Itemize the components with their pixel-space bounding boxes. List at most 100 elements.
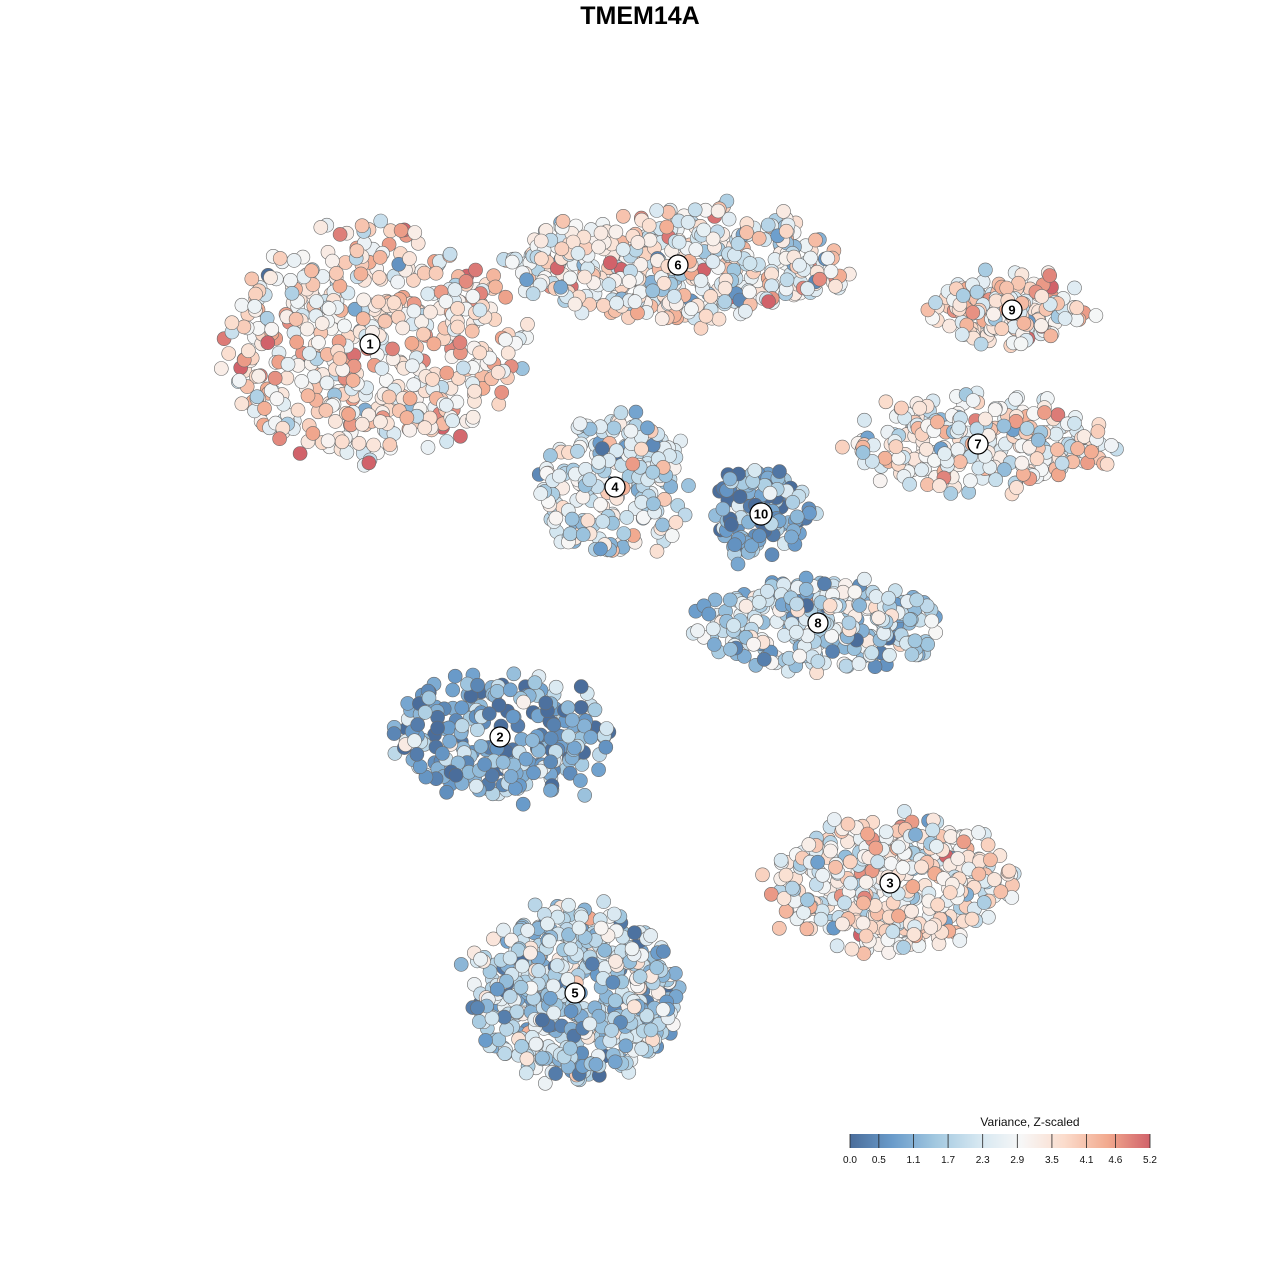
cell-point [502, 989, 518, 1004]
cell-point [705, 621, 721, 637]
cell-point [543, 448, 558, 463]
cell-point [799, 921, 815, 937]
cell-point [591, 239, 606, 255]
cell-point [606, 420, 622, 436]
cell-point [269, 391, 285, 407]
cell-point [304, 263, 319, 279]
cell-point [906, 927, 922, 942]
cell-point [608, 954, 623, 969]
cell-point [973, 336, 989, 352]
cell-point [537, 1076, 553, 1091]
cell-point [1070, 441, 1085, 456]
cell-point [649, 543, 665, 559]
cell-point [573, 700, 589, 715]
cluster-label-9: 9 [1001, 299, 1023, 321]
cell-point [986, 306, 1001, 322]
cell-point [470, 677, 485, 693]
cell-point [562, 270, 578, 286]
colorbar-tick-label: 2.9 [1010, 1155, 1024, 1166]
cell-point [871, 610, 886, 626]
cell-point [978, 411, 993, 427]
cell-point [1067, 280, 1082, 296]
cell-point [502, 950, 518, 966]
cell-point [1088, 308, 1104, 323]
cell-point [386, 726, 402, 741]
cell-point [659, 219, 675, 235]
cell-point [288, 311, 304, 327]
cell-point [705, 254, 721, 269]
cell-point [527, 897, 543, 913]
cell-point [595, 514, 611, 529]
cell-point [561, 728, 576, 744]
cell-point [561, 897, 576, 913]
cell-point [294, 374, 310, 389]
cell-point [423, 304, 438, 320]
cell-point [954, 327, 970, 342]
cell-point [302, 346, 317, 361]
chart-title: TMEM14A [580, 2, 700, 30]
cell-point [472, 302, 488, 318]
cell-point [450, 301, 465, 316]
cell-point [452, 335, 468, 350]
cell-point [224, 315, 240, 331]
cell-point [420, 440, 436, 455]
cell-point [823, 843, 838, 859]
cell-point [902, 476, 917, 492]
cell-point [1001, 863, 1017, 879]
cell-point [543, 754, 559, 770]
colorbar-title: Variance, Z-scaled [980, 1115, 1080, 1129]
cluster-label-marker [1001, 299, 1023, 321]
cell-point [983, 852, 998, 868]
cell-point [407, 733, 422, 749]
cell-point [494, 385, 510, 400]
cell-point [615, 209, 631, 224]
cell-point [715, 501, 731, 517]
cluster-label-marker [749, 502, 773, 526]
cell-point [351, 435, 367, 451]
cell-point [802, 505, 817, 521]
cell-point [402, 422, 418, 438]
cell-point [412, 759, 428, 774]
cell-point [597, 942, 613, 958]
cell-point [852, 598, 867, 613]
cell-point [763, 886, 779, 902]
cell-point [468, 778, 484, 794]
cell-point [1048, 426, 1064, 442]
cell-point [402, 251, 417, 266]
cell-point [572, 416, 588, 432]
cell-point [837, 895, 852, 911]
cell-point [540, 916, 555, 932]
cell-point [645, 283, 661, 299]
colorbar-tick-label: 3.5 [1045, 1155, 1059, 1166]
cell-point [789, 509, 805, 525]
cell-point [465, 409, 481, 425]
cell-point [371, 294, 386, 310]
cell-point [453, 957, 469, 972]
cell-point [688, 242, 704, 257]
cell-point [545, 978, 561, 994]
cell-point [381, 389, 397, 405]
cell-point [577, 269, 593, 285]
cluster-label-text: 5 [571, 986, 578, 1001]
cell-point [504, 254, 520, 270]
cell-point [417, 705, 433, 720]
cluster-label-8: 8 [807, 612, 829, 634]
cell-point [543, 990, 558, 1006]
cell-point [513, 979, 529, 995]
cell-point [930, 414, 945, 430]
cell-point [654, 311, 670, 327]
cell-point [847, 584, 863, 600]
cell-point [1099, 456, 1115, 472]
cell-point [319, 375, 335, 391]
cell-point [591, 454, 607, 470]
cell-point [963, 473, 978, 489]
cell-point [570, 443, 585, 459]
cell-point [300, 388, 316, 404]
cell-point [907, 633, 923, 649]
cell-point [993, 884, 1009, 900]
cell-point [950, 851, 966, 866]
cluster-labels-layer: 1 2 3 4 5 6 7 8 9 10 [359, 254, 1023, 1004]
cell-point [458, 274, 474, 289]
cell-point [519, 1051, 535, 1067]
cell-point [717, 294, 733, 309]
